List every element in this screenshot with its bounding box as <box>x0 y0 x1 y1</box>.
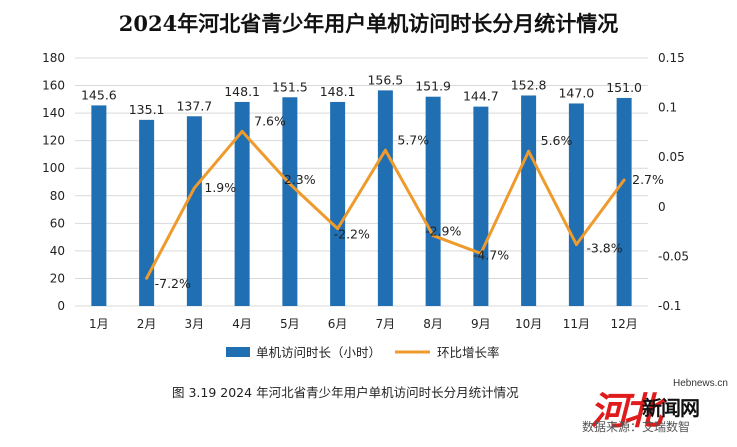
bar-value-label: 144.7 <box>463 89 499 104</box>
growth-point <box>288 182 292 186</box>
left-axis-ticks: 0 20 40 60 80 100 120 140 160 180 <box>42 51 65 313</box>
left-tick-label: 180 <box>42 51 65 65</box>
growth-value-label: 5.7% <box>397 132 429 147</box>
x-tick-label: 2月 <box>137 317 157 331</box>
x-axis-ticks: 1月 2月 3月 4月 5月 6月 7月 8月 9月 10月 11月 12月 <box>89 317 638 331</box>
growth-value-label: 1.9% <box>204 180 236 195</box>
bar-value-label: 148.1 <box>320 84 356 99</box>
figure-caption: 图 3.19 2024 年河北省青少年用户单机访问时长分月统计情况 <box>172 385 519 400</box>
watermark-source: 数据来源：艾瑞数智 <box>582 420 691 434</box>
right-tick-label: -0.05 <box>658 249 689 263</box>
right-tick-label: 0.15 <box>658 51 685 65</box>
watermark-logo: 河北 <box>590 388 662 433</box>
bar-value-label: 137.7 <box>176 98 212 113</box>
left-tick-label: 60 <box>50 216 65 230</box>
growth-value-label: 2.3% <box>284 172 316 187</box>
legend-bar-label: 单机访问时长（小时） <box>256 345 381 360</box>
bar-value-label: 151.5 <box>272 79 308 94</box>
bar-value-label: 152.8 <box>511 77 547 92</box>
growth-point <box>479 251 483 255</box>
growth-value-label: -2.2% <box>334 227 370 242</box>
x-tick-label: 1月 <box>89 317 109 331</box>
bar <box>186 116 202 306</box>
growth-point <box>622 178 626 182</box>
bar-value-label: 148.1 <box>224 84 260 99</box>
watermark-name: 新闻网 <box>642 396 700 420</box>
growth-line <box>145 129 626 280</box>
gridlines <box>75 57 648 307</box>
growth-point <box>431 234 435 238</box>
line-labels: -7.2% 1.9% 7.6% 2.3% -2.2% 5.7% -2.9% -4.7% 5.6%… <box>155 113 664 291</box>
chart-title: 2024年河北省青少年用户单机访问时长分月统计情况 <box>118 11 619 36</box>
bar-value-label: 147.0 <box>558 85 594 100</box>
legend-line-label: 环比增长率 <box>437 345 500 360</box>
bar <box>91 105 107 306</box>
bar <box>425 96 441 307</box>
bar-value-label: 135.1 <box>129 102 165 117</box>
growth-point <box>574 242 578 246</box>
watermark-site: Hebnews.cn <box>672 378 728 389</box>
bar-value-label: 145.6 <box>81 87 117 102</box>
left-tick-label: 140 <box>42 106 65 120</box>
watermark: Hebnews.cn 河北 新闻网 数据来源：艾瑞数智 <box>582 372 730 442</box>
right-tick-label: 0 <box>658 200 666 214</box>
x-tick-label: 11月 <box>563 317 590 331</box>
bar-value-label: 156.5 <box>367 72 403 87</box>
left-tick-label: 80 <box>50 189 65 203</box>
bar <box>234 101 250 306</box>
left-tick-label: 120 <box>42 134 65 148</box>
right-tick-label: 0.05 <box>658 150 685 164</box>
right-tick-label: 0.1 <box>658 101 677 115</box>
right-axis-ticks: -0.1 -0.05 0 0.05 0.1 0.15 <box>658 51 689 313</box>
growth-value-label: 2.7% <box>632 172 664 187</box>
growth-point <box>192 186 196 190</box>
bar <box>377 90 393 306</box>
x-tick-label: 8月 <box>423 317 443 331</box>
growth-value-label: 5.6% <box>541 133 573 148</box>
growth-value-label: -7.2% <box>155 276 191 291</box>
x-tick-label: 12月 <box>610 317 637 331</box>
growth-value-label: -4.7% <box>473 247 509 262</box>
bar-labels: 145.6 135.1 137.7 148.1 151.5 148.1 156.5 151.9… <box>81 72 642 116</box>
growth-value-label: -2.9% <box>425 224 461 239</box>
left-tick-label: 20 <box>50 271 65 285</box>
left-tick-label: 40 <box>50 244 65 258</box>
growth-point <box>336 227 340 231</box>
growth-point <box>527 149 531 153</box>
growth-point <box>240 129 244 133</box>
x-tick-label: 4月 <box>232 317 252 331</box>
bar <box>282 97 298 307</box>
x-tick-label: 3月 <box>185 317 205 331</box>
bar <box>139 119 155 307</box>
growth-point <box>145 276 149 280</box>
left-tick-label: 0 <box>57 299 65 313</box>
bar <box>616 97 632 306</box>
growth-point <box>383 148 387 152</box>
legend-bar-swatch <box>226 347 250 357</box>
x-tick-label: 9月 <box>471 317 491 331</box>
bar <box>330 101 346 306</box>
x-tick-label: 5月 <box>280 317 300 331</box>
x-tick-label: 10月 <box>515 317 542 331</box>
left-tick-label: 100 <box>42 161 65 175</box>
left-tick-label: 160 <box>42 79 65 93</box>
bar-value-label: 151.0 <box>606 80 642 95</box>
bar <box>521 95 537 306</box>
growth-value-label: 7.6% <box>254 113 286 128</box>
x-tick-label: 6月 <box>328 317 348 331</box>
legend: 单机访问时长（小时） 环比增长率 <box>226 345 500 360</box>
x-tick-label: 7月 <box>376 317 396 331</box>
growth-value-label: -3.8% <box>586 240 622 255</box>
bars <box>91 90 632 307</box>
right-tick-label: -0.1 <box>658 299 681 313</box>
bar <box>473 106 489 306</box>
bar-value-label: 151.9 <box>415 79 451 94</box>
bar <box>568 103 584 306</box>
